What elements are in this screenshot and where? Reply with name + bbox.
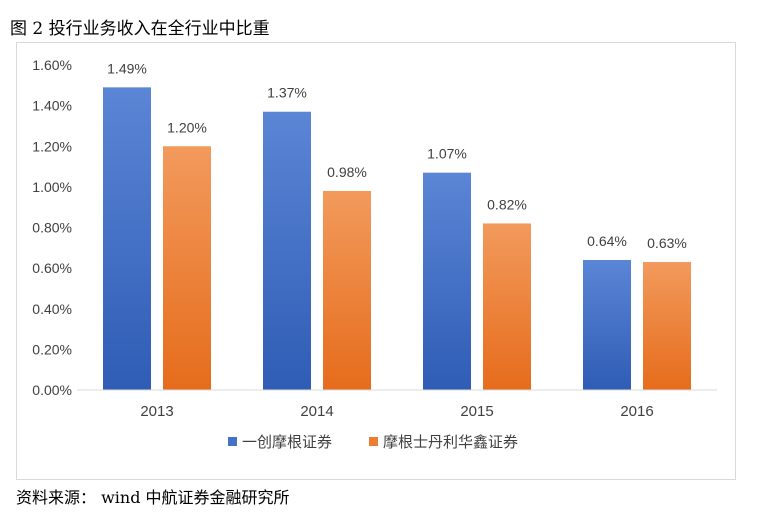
legend-swatch-2 — [369, 437, 378, 446]
legend-label-2: 摩根士丹利华鑫证券 — [383, 433, 518, 451]
figure-title: 图 2 投行业务收入在全行业中比重 — [10, 19, 270, 39]
y-tick-label: 0.00% — [32, 382, 72, 398]
bar-series-1-2016 — [583, 260, 631, 390]
data-label: 1.49% — [107, 60, 147, 76]
x-tick-label: 2015 — [460, 403, 493, 420]
y-tick-label: 1.60% — [32, 57, 72, 73]
x-tick-label: 2014 — [300, 403, 333, 420]
bar-series-2-2016 — [643, 262, 691, 390]
y-tick-label: 1.40% — [32, 98, 72, 114]
data-label: 0.98% — [327, 164, 367, 180]
x-tick-label: 2016 — [620, 403, 653, 420]
data-label: 0.64% — [587, 233, 627, 249]
bar-series-2-2015 — [483, 223, 531, 390]
bar-chart: 1.49% 1.20% 1.37% 0.98% 1.07% 0.82% 0.64% 0.63%… — [32, 57, 717, 451]
data-label: 1.37% — [267, 85, 307, 101]
data-label: 0.63% — [647, 235, 687, 251]
y-tick-label: 1.00% — [32, 179, 72, 195]
y-tick-label: 0.40% — [32, 301, 72, 317]
source-note: 资料来源： wind 中航证券金融研究所 — [16, 488, 290, 507]
bar-series-2-2013 — [163, 146, 211, 390]
y-tick-label: 0.60% — [32, 260, 72, 276]
data-label: 1.20% — [167, 119, 207, 135]
bar-series-1-2014 — [263, 111, 311, 390]
y-tick-label: 0.80% — [32, 220, 72, 236]
chart-frame: 1.49% 1.20% 1.37% 0.98% 1.07% 0.82% 0.64% 0.63%… — [16, 42, 736, 480]
data-label: 1.07% — [427, 146, 467, 162]
y-tick-label: 1.20% — [32, 138, 72, 154]
bar-series-1-2013 — [103, 87, 151, 390]
x-tick-label: 2013 — [140, 403, 173, 420]
y-tick-label: 0.20% — [32, 341, 72, 357]
bar-series-2-2014 — [323, 190, 371, 390]
legend-label-1: 一创摩根证券 — [242, 433, 332, 451]
data-label: 0.82% — [487, 196, 527, 212]
legend-swatch-1 — [228, 437, 237, 446]
bar-series-1-2015 — [423, 172, 471, 390]
